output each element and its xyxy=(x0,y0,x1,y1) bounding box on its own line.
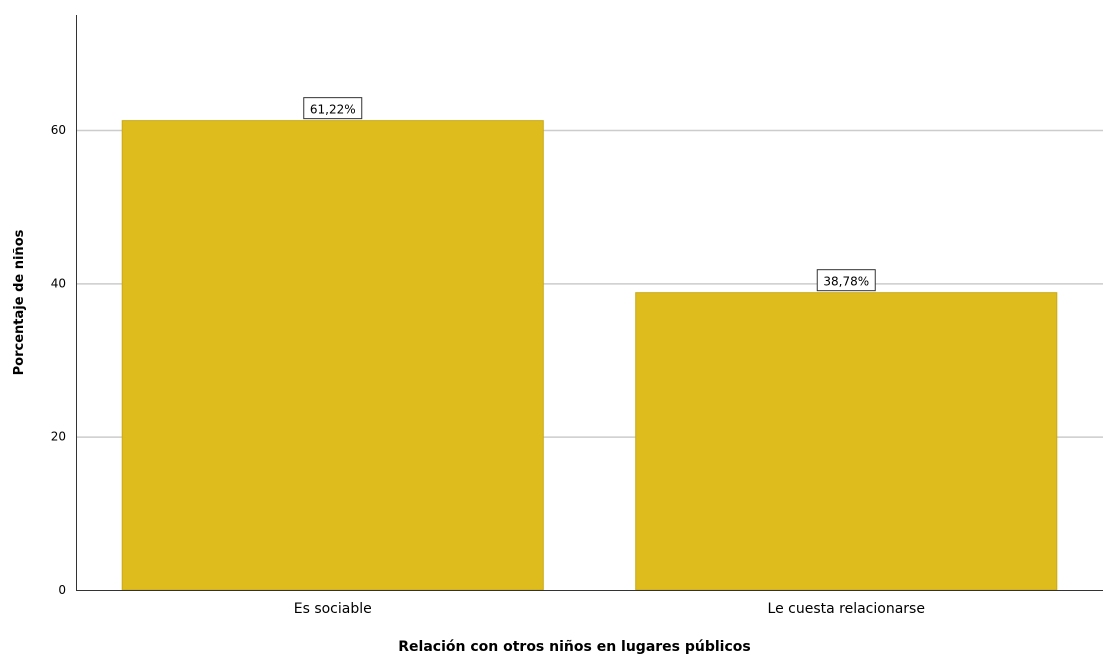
data-label-2: 38,78% xyxy=(823,275,869,289)
y-axis-title: Porcentaje de niños xyxy=(12,229,27,375)
x-tick-label-1: Es sociable xyxy=(294,601,372,617)
x-axis-title: Relación con otros niños en lugares públ… xyxy=(398,639,750,655)
bar-2 xyxy=(635,292,1058,591)
y-tick-label-0: 0 xyxy=(58,583,66,597)
bars xyxy=(121,120,1058,591)
y-tick-label-60: 60 xyxy=(51,123,66,137)
x-tick-label-2: Le cuesta relacionarse xyxy=(768,601,925,617)
data-label-1: 61,22% xyxy=(310,103,356,117)
x-tick-labels: Es sociable Le cuesta relacionarse xyxy=(294,601,925,617)
axes xyxy=(76,15,1103,591)
bar-1 xyxy=(121,120,544,591)
data-labels: 61,22% 38,78% xyxy=(303,97,876,292)
y-tick-label-20: 20 xyxy=(51,430,66,444)
data-label-box-1 xyxy=(303,97,363,120)
y-tick-labels: 0 20 40 60 xyxy=(51,123,66,597)
y-tick-label-40: 40 xyxy=(51,276,66,290)
data-label-box-2 xyxy=(816,269,876,292)
